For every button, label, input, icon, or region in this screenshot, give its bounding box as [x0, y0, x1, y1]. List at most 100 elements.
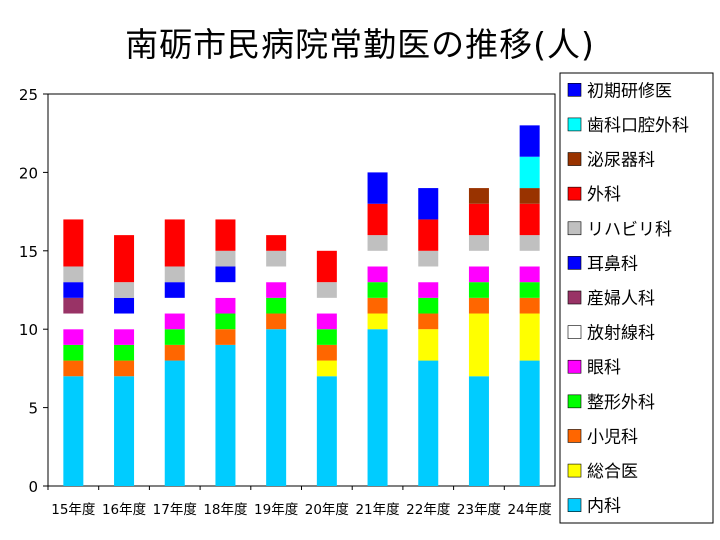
bar-segment [63, 266, 84, 283]
legend-label: 内科 [587, 497, 621, 517]
bar-segment [316, 329, 337, 345]
bar-segment [63, 313, 84, 330]
bar-segment [519, 203, 540, 236]
bar-segment [63, 344, 84, 361]
y-tick-label: 5 [28, 400, 38, 418]
bar-segment [367, 329, 388, 486]
bar-segment [519, 360, 540, 486]
bar-segment [316, 250, 337, 283]
bar-segment [266, 250, 287, 267]
legend-swatch [567, 186, 582, 201]
x-tick-label: 17年度 [153, 502, 197, 518]
bar-segment [418, 282, 439, 298]
bar-segment [215, 313, 236, 330]
chart-title: 南砺市民病院常勤医の推移(人) [125, 25, 595, 64]
bar-segment [114, 360, 135, 377]
legend-swatch [567, 359, 582, 374]
bar-segment [519, 282, 540, 298]
legend-item: リハビリ科 [567, 220, 672, 240]
legend-item: 放射線科 [567, 324, 655, 344]
bar-segment [519, 125, 540, 157]
bar-segment [215, 219, 236, 251]
legend-item: 整形外科 [567, 393, 655, 413]
bar-segment [114, 235, 135, 283]
bar-segment [63, 297, 84, 314]
bar-segment [519, 313, 540, 361]
legend-label: 耳鼻科 [587, 254, 638, 274]
bar-segment [63, 376, 84, 486]
y-tick-label: 25 [19, 86, 38, 104]
bar-segment [266, 235, 287, 251]
bar-segment [468, 188, 489, 204]
y-tick-label: 15 [19, 243, 38, 261]
legend-swatch [567, 429, 582, 443]
bar-segment [367, 282, 388, 298]
bar-segment [418, 360, 439, 486]
bar-segment [316, 344, 337, 361]
legend-swatch [567, 498, 582, 512]
bar-segment [266, 266, 287, 283]
legend-label: リハビリ科 [587, 220, 672, 240]
bar-segment [418, 219, 439, 251]
bar-segment [519, 235, 540, 251]
bar-segment [367, 266, 388, 283]
bar-segment [418, 188, 439, 220]
legend-label: 産婦人科 [587, 289, 655, 309]
legend-label: 放射線科 [587, 324, 655, 344]
legend-label: 外科 [587, 185, 621, 205]
legend-item: 内科 [567, 497, 621, 517]
bar-segment [316, 313, 337, 330]
bar-segment [367, 172, 388, 204]
bar-segment [63, 329, 84, 345]
x-tick-label: 16年度 [102, 502, 146, 518]
bar-segment [114, 329, 135, 345]
legend-label: 整形外科 [587, 393, 655, 413]
bar-segment [164, 219, 185, 267]
bar-segment [316, 282, 337, 298]
bar-segment [63, 282, 84, 298]
bar-segment [367, 250, 388, 267]
bar-segment [367, 203, 388, 236]
bar-segment [63, 219, 84, 267]
bar-segment [114, 313, 135, 330]
bar-segment [468, 266, 489, 283]
bar-segment [418, 297, 439, 314]
bar-segment [418, 250, 439, 267]
bar-segment [367, 235, 388, 251]
legend-item: 耳鼻科 [567, 254, 638, 274]
bar-segment [367, 313, 388, 330]
legend-swatch [567, 117, 582, 132]
bar-segment [519, 266, 540, 283]
bar-segment [316, 360, 337, 377]
legend-label: 初期研修医 [587, 81, 672, 101]
bar-segment [266, 313, 287, 330]
bar-segment [316, 376, 337, 486]
bar-segment [114, 376, 135, 486]
legend-label: 眼科 [587, 358, 621, 378]
bar-segment [164, 344, 185, 361]
legend-swatch [567, 152, 582, 166]
bar-segment [519, 188, 540, 204]
bar-segment [114, 282, 135, 298]
bar-segment [215, 266, 236, 283]
bar-segment [215, 250, 236, 267]
y-tick-label: 10 [19, 321, 38, 339]
legend-box [559, 72, 714, 524]
bar-segment [418, 329, 439, 361]
legend-swatch [567, 256, 582, 270]
bar-segment [215, 329, 236, 345]
legend-item: 産婦人科 [567, 289, 655, 309]
x-tick-label: 21年度 [355, 502, 399, 518]
bar-segment [114, 297, 135, 314]
bar-segment [164, 297, 185, 314]
bar-segment [519, 297, 540, 314]
bar-segment [215, 297, 236, 314]
legend-label: 歯科口腔外科 [587, 116, 689, 136]
bar-segment [519, 250, 540, 267]
bar-segment [316, 297, 337, 314]
legend-swatch [567, 221, 582, 236]
x-tick-label: 23年度 [457, 502, 501, 518]
bar-segment [266, 297, 287, 314]
legend-swatch [567, 83, 582, 97]
